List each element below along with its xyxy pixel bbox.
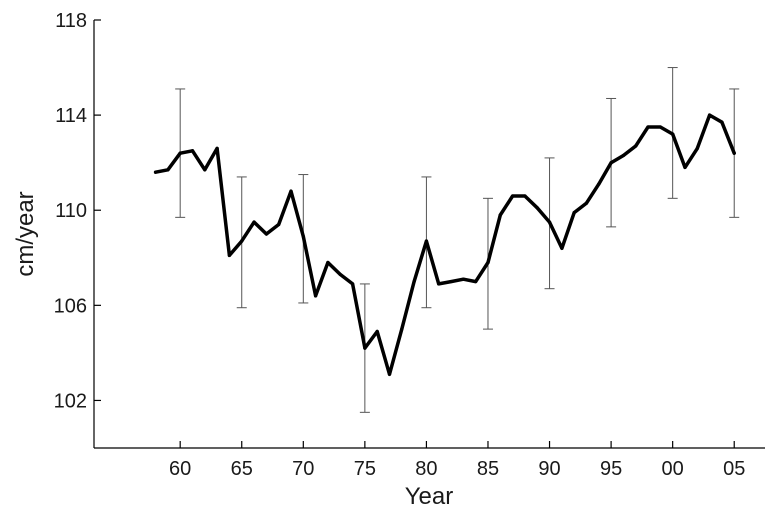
x-tick-label: 00 <box>662 458 684 480</box>
data-point <box>437 282 441 286</box>
data-series <box>153 113 736 377</box>
x-tick-label: 90 <box>538 458 560 480</box>
series-line <box>153 113 736 377</box>
y-tick-label: 106 <box>54 295 87 317</box>
x-tick-label: 70 <box>292 458 314 480</box>
data-point <box>215 146 219 150</box>
data-point <box>511 194 515 198</box>
data-point <box>301 234 305 238</box>
data-point <box>264 232 268 236</box>
x-axis-ticks: 60 65 70 75 80 85 90 95 00 05 <box>169 441 745 480</box>
data-point <box>166 168 170 172</box>
data-point <box>523 194 527 198</box>
chart-axes <box>93 20 765 449</box>
data-point <box>240 239 244 243</box>
x-tick-label: 80 <box>415 458 437 480</box>
error-bars <box>175 67 740 413</box>
data-point <box>314 294 318 298</box>
data-point <box>387 372 392 376</box>
y-tick-label: 118 <box>55 10 87 32</box>
data-point <box>707 113 712 117</box>
x-tick-label: 60 <box>169 458 191 480</box>
y-tick-label: 102 <box>54 390 87 412</box>
data-point <box>498 213 502 217</box>
x-tick-label: 85 <box>477 458 499 480</box>
y-axis-ticks: 102 106 110 114 118 <box>54 10 101 412</box>
data-point <box>449 279 453 284</box>
data-point <box>326 260 330 265</box>
y-tick-label: 114 <box>55 105 87 127</box>
x-axis-title: Year <box>405 483 454 506</box>
data-point <box>153 170 158 174</box>
x-tick-label: 65 <box>231 458 253 480</box>
data-point <box>695 146 699 150</box>
data-point <box>375 329 379 334</box>
data-point <box>572 211 576 215</box>
data-point <box>658 125 662 129</box>
data-point <box>474 279 478 284</box>
data-point <box>203 168 207 172</box>
data-point <box>547 220 552 224</box>
y-axis-title: cm/year <box>12 191 39 276</box>
data-point <box>227 253 232 257</box>
data-point <box>190 149 195 153</box>
data-point <box>363 346 367 350</box>
data-point <box>732 151 736 155</box>
data-point <box>646 125 650 129</box>
data-point <box>350 282 355 286</box>
data-point <box>671 132 675 136</box>
data-point <box>535 206 539 210</box>
data-point <box>412 279 416 284</box>
x-tick-label: 95 <box>600 458 622 480</box>
data-point <box>486 260 490 265</box>
data-point <box>178 151 182 155</box>
data-point <box>338 272 342 277</box>
data-point <box>560 246 564 250</box>
data-point <box>277 222 281 227</box>
data-point <box>609 161 613 165</box>
data-point <box>252 220 256 224</box>
data-point <box>634 144 638 148</box>
data-point <box>461 277 465 281</box>
data-point <box>400 327 404 331</box>
x-tick-label: 75 <box>354 458 376 480</box>
data-point <box>584 201 589 205</box>
data-point <box>621 153 626 158</box>
data-point <box>289 189 293 193</box>
data-point <box>683 165 687 170</box>
data-point <box>424 239 429 243</box>
data-point <box>720 120 724 124</box>
y-tick-label: 110 <box>55 200 87 222</box>
data-point <box>597 182 601 186</box>
x-tick-label: 05 <box>723 458 745 480</box>
